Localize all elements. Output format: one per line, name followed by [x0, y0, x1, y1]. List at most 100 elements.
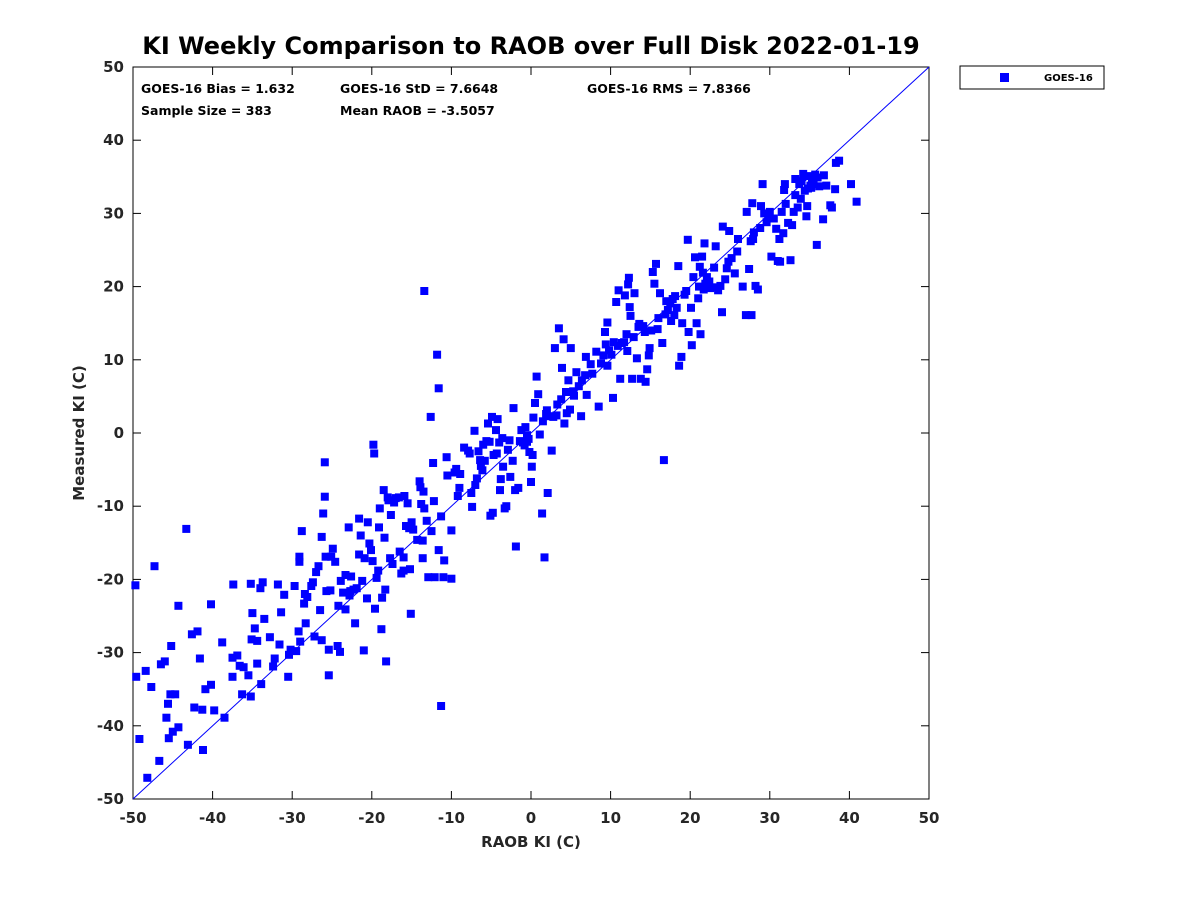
data-point — [443, 471, 452, 480]
data-point — [367, 546, 375, 555]
data-point — [347, 572, 356, 581]
data-points — [131, 156, 861, 782]
data-point — [286, 645, 295, 654]
data-point — [620, 338, 629, 347]
y-tick-label: 40 — [103, 131, 124, 149]
data-point — [488, 412, 496, 421]
data-point — [540, 553, 549, 562]
data-point — [341, 571, 350, 579]
data-point — [670, 311, 679, 320]
data-point — [485, 437, 494, 446]
data-point — [831, 185, 840, 194]
data-point — [363, 594, 371, 603]
data-point — [498, 434, 507, 443]
data-point — [417, 500, 426, 508]
data-point — [553, 400, 562, 409]
data-point — [409, 525, 418, 534]
data-point — [492, 449, 501, 458]
data-point — [277, 608, 286, 617]
data-point — [746, 237, 755, 246]
data-point — [804, 184, 812, 193]
data-point — [378, 593, 387, 602]
data-point — [182, 524, 191, 533]
data-point — [543, 489, 552, 497]
data-point — [418, 536, 427, 545]
data-point — [265, 633, 274, 642]
data-point — [767, 252, 776, 261]
data-point — [484, 419, 492, 428]
data-point — [599, 351, 608, 360]
data-point — [352, 584, 361, 593]
data-point — [819, 215, 828, 224]
data-point — [603, 318, 612, 327]
data-point — [328, 544, 337, 553]
data-point — [229, 580, 238, 589]
data-point — [467, 489, 476, 497]
data-point — [742, 207, 751, 216]
data-point — [218, 638, 227, 647]
data-point — [260, 614, 269, 623]
y-tick-label: 50 — [103, 58, 124, 76]
data-point — [542, 410, 551, 418]
data-point — [827, 203, 836, 212]
data-point — [296, 637, 305, 646]
data-point — [135, 735, 144, 743]
data-point — [594, 402, 603, 411]
data-point — [150, 562, 159, 571]
data-point — [682, 287, 691, 295]
data-point — [244, 671, 253, 680]
data-point — [581, 352, 590, 361]
data-point — [622, 330, 631, 339]
data-point — [722, 264, 731, 273]
data-point — [762, 218, 771, 227]
data-point — [700, 239, 709, 248]
data-point — [538, 417, 547, 426]
data-point — [360, 554, 369, 563]
data-point — [162, 713, 171, 722]
data-point — [632, 354, 641, 363]
data-point — [207, 600, 215, 609]
data-point — [696, 330, 705, 339]
data-point — [802, 212, 811, 221]
data-point — [793, 203, 802, 212]
data-point — [769, 214, 778, 223]
data-point — [418, 554, 427, 563]
data-point — [355, 514, 364, 523]
data-point — [207, 680, 215, 689]
data-point — [727, 254, 736, 263]
data-point — [514, 483, 523, 492]
data-point — [198, 705, 207, 714]
data-point — [356, 531, 365, 540]
data-point — [503, 445, 512, 454]
data-point — [399, 566, 408, 575]
data-point — [131, 581, 140, 590]
data-point — [368, 557, 377, 566]
data-point — [757, 202, 765, 211]
data-point — [320, 458, 329, 467]
sample-size-stat: Sample Size = 383 — [141, 103, 272, 118]
data-point — [791, 175, 800, 183]
y-tick-label: -40 — [97, 717, 124, 735]
data-point — [400, 492, 409, 500]
data-point — [558, 363, 566, 372]
data-point — [559, 335, 568, 344]
data-point — [199, 746, 207, 754]
data-point — [650, 279, 659, 288]
data-point — [502, 502, 511, 511]
data-point — [534, 390, 543, 399]
data-point — [636, 374, 645, 383]
data-point — [699, 285, 708, 294]
data-point — [708, 283, 717, 292]
data-point — [429, 497, 438, 506]
data-point — [143, 773, 152, 782]
data-point — [456, 470, 465, 478]
data-point — [269, 662, 278, 671]
data-point — [581, 371, 590, 380]
data-point — [319, 509, 328, 518]
data-point — [653, 325, 662, 334]
data-point — [786, 256, 795, 265]
data-point — [601, 340, 610, 349]
x-tick-label: 40 — [839, 809, 860, 827]
data-point — [395, 547, 404, 556]
